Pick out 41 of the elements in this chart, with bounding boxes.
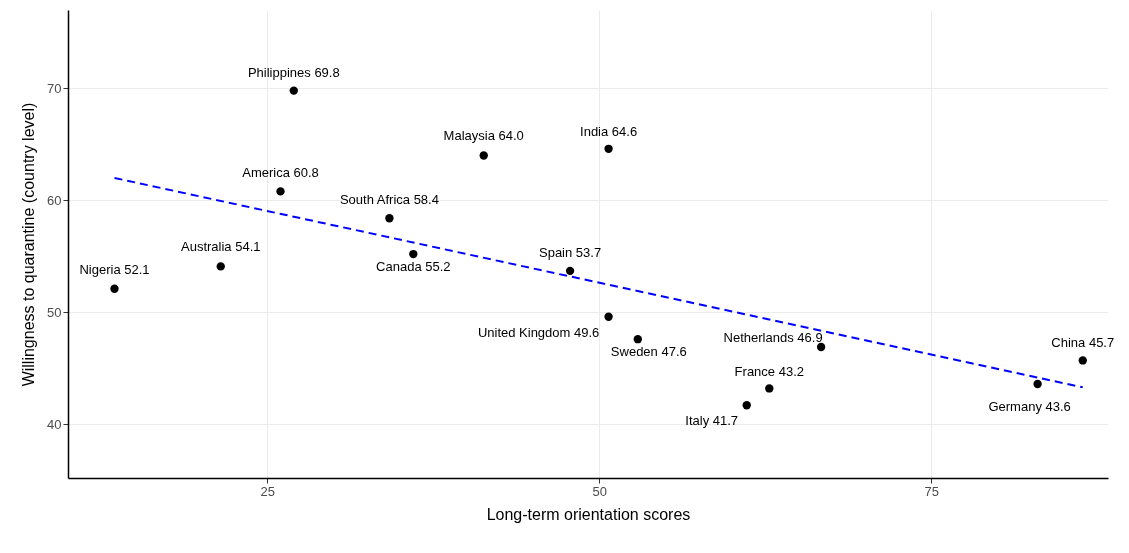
point (633, 334, 642, 344)
y-tick-label: 40 (47, 416, 62, 432)
data-label: America 60.8 (242, 165, 319, 181)
data-label: Australia 54.1 (181, 239, 261, 255)
x-tick-label: 75 (924, 483, 940, 499)
data-label: Malaysia 64.0 (443, 127, 524, 143)
data-label: Philippines 69.8 (247, 64, 340, 80)
point (742, 401, 751, 410)
x-tick-label: 50 (592, 483, 608, 499)
y-tick-label: 60 (47, 192, 62, 208)
data-label: Germany 43.6 (988, 398, 1071, 414)
point (1033, 379, 1042, 389)
data-label: South Africa 58.4 (339, 192, 439, 208)
y-tick-label: 70 (47, 80, 62, 96)
point (479, 151, 488, 160)
data-label: United Kingdom 49.6 (477, 324, 600, 340)
data-label: Sweden 47.6 (610, 344, 687, 360)
point (816, 342, 826, 352)
point (604, 312, 613, 321)
data-label: India 64.6 (580, 123, 638, 139)
data-label: France 43.2 (734, 364, 804, 380)
data-label: China 45.7 (1051, 335, 1115, 351)
point (565, 266, 575, 276)
y-tick-label: 50 (47, 304, 62, 320)
data-label: Spain 53.7 (538, 244, 602, 260)
point (1078, 356, 1087, 365)
point (110, 284, 119, 293)
x-tick-label: 25 (260, 483, 275, 499)
point (276, 187, 285, 196)
data-label: Netherlands 46.9 (723, 330, 823, 345)
point (765, 384, 774, 393)
point (385, 214, 394, 223)
point (289, 86, 298, 95)
point (409, 249, 418, 259)
y-axis-title: Willingness to quarantine (country level) (20, 102, 38, 387)
data-label: Nigeria 52.1 (79, 261, 150, 277)
point (216, 262, 225, 271)
data-label: Italy 41.7 (685, 413, 739, 429)
x-axis-title: Long-term orientation scores (486, 505, 691, 523)
data-label: Canada 55.2 (376, 259, 451, 275)
point (604, 144, 613, 154)
